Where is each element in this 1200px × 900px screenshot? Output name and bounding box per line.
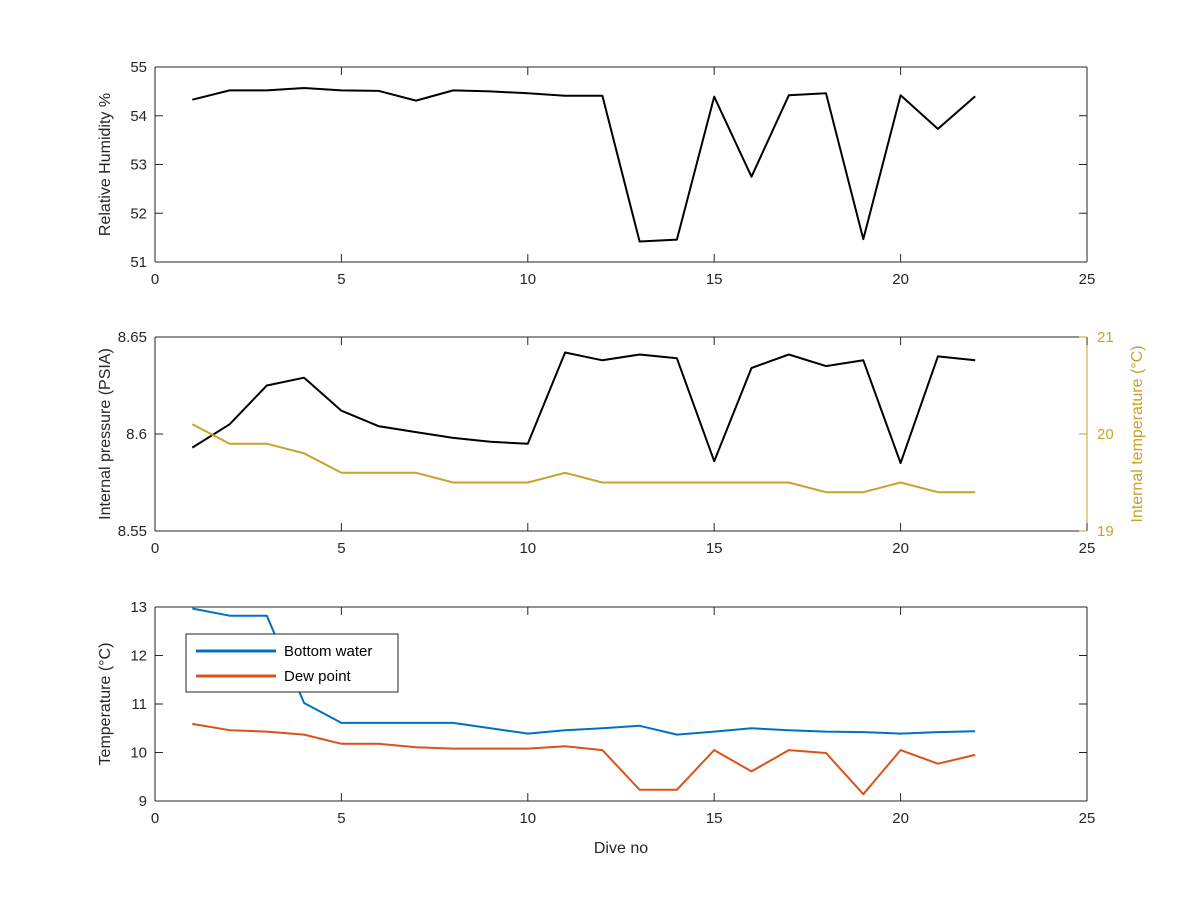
temperature-panel: 0 5 10 15 20 25 9 10 11 12 13 Temperature (°C) Dive …	[97, 599, 1095, 857]
y-tick-label: 8.55	[118, 523, 147, 540]
series-1-line	[191, 423, 976, 494]
y-axis-label: Relative Humidity %	[97, 93, 114, 236]
x-axis-label: Dive no	[594, 840, 648, 857]
y-tick-label: 9	[139, 793, 147, 810]
x-tick-label: 5	[337, 810, 345, 827]
x-tick-label: 25	[1079, 810, 1096, 827]
y-tick-label: 13	[130, 599, 147, 616]
pressure-temperature-panel: 0 5 10 15 20 25 8.55 8.6 8.65 19 20 21 Internal pres…	[97, 329, 1146, 557]
x-tick-label: 10	[519, 810, 536, 827]
dew-point-line	[192, 722, 976, 796]
x-tick-label: 0	[151, 271, 159, 288]
x-tick-label: 15	[706, 271, 723, 288]
y-right-tick-label: 19	[1097, 523, 1114, 540]
x-tick-label: 15	[706, 810, 723, 827]
x-tick-label: 0	[151, 540, 159, 557]
bottom-water-line	[192, 607, 976, 736]
x-tick-label: 10	[519, 271, 536, 288]
y-tick-label: 54	[130, 108, 147, 125]
y-tick-label: 11	[131, 696, 147, 713]
x-tick-label: 25	[1079, 271, 1096, 288]
x-tick-label: 5	[337, 271, 345, 288]
x-tick-label: 10	[519, 540, 536, 557]
humidity-panel: 0 5 10 15 20 25 51 52 53 54 55 Relative Humidity %	[97, 59, 1095, 288]
y-right-axis-label: Internal temperature (°C)	[1129, 345, 1146, 522]
y-tick-label: 52	[130, 205, 147, 222]
y-tick-label: 8.65	[118, 329, 147, 346]
legend-box	[185, 633, 399, 693]
x-tick-label: 0	[151, 810, 159, 827]
series-0-line	[192, 87, 976, 243]
legend-label-bottom-water: Bottom water	[284, 643, 372, 660]
y-tick-label: 10	[130, 745, 147, 762]
y-tick-label: 53	[130, 157, 147, 174]
y-tick-label: 12	[130, 648, 147, 665]
x-tick-label: 20	[892, 540, 909, 557]
legend: Bottom water Dew point	[185, 633, 399, 693]
series-0-line	[191, 351, 976, 465]
x-tick-label: 20	[892, 810, 909, 827]
y-right-tick-label: 20	[1097, 426, 1114, 443]
y-tick-label: 51	[130, 254, 147, 271]
y-axis-label: Temperature (°C)	[97, 643, 114, 766]
x-tick-label: 15	[706, 540, 723, 557]
y-axis-label: Internal pressure (PSIA)	[97, 348, 114, 520]
x-tick-label: 20	[892, 271, 909, 288]
legend-label-dew-point: Dew point	[284, 668, 352, 685]
y-right-tick-label: 21	[1097, 329, 1114, 346]
y-tick-label: 8.6	[126, 426, 147, 443]
x-tick-label: 25	[1079, 540, 1096, 557]
x-tick-label: 5	[337, 540, 345, 557]
y-tick-label: 55	[130, 59, 147, 76]
